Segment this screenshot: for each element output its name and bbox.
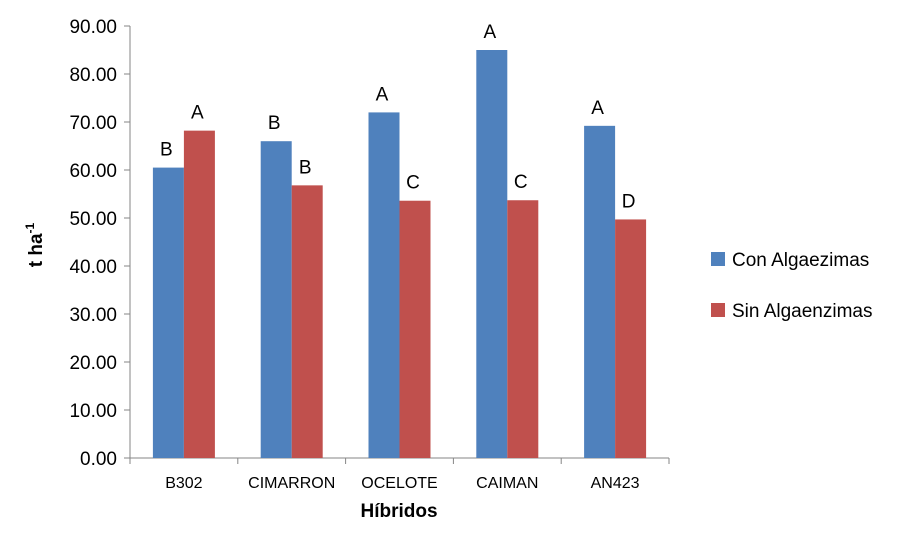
bar	[291, 185, 323, 459]
bar	[183, 130, 215, 458]
y-axis: 0.00 10.00 20.00 30.00 40.00 50.00 60.00 70.00 8…	[69, 17, 131, 470]
x-tick-label: OCELOTE	[361, 475, 437, 492]
legend-swatch	[711, 252, 725, 266]
x-tick-label: AN423	[591, 475, 640, 492]
legend: Con Algaezimas Sin Algaenzimas	[711, 250, 872, 322]
bar	[260, 141, 292, 458]
x-tick-label: B302	[165, 475, 202, 492]
y-tick-label: 30.00	[69, 305, 117, 326]
legend-label: Con Algaezimas	[732, 250, 869, 271]
legend-swatch	[711, 303, 725, 317]
bar	[507, 200, 539, 459]
bars	[152, 50, 647, 459]
bar	[368, 112, 400, 459]
y-tick-label: 70.00	[69, 113, 117, 134]
bar-significance-label: A	[191, 103, 204, 124]
bar	[152, 167, 184, 458]
bar-significance-label: A	[483, 22, 496, 43]
x-tick-label: CAIMAN	[476, 475, 538, 492]
bar-significance-label: B	[268, 113, 281, 134]
y-axis-title-superscript: -1	[23, 222, 37, 233]
bar-significance-label: A	[376, 84, 389, 105]
y-tick-label: 90.00	[69, 17, 117, 38]
bar-significance-label: A	[591, 98, 604, 119]
y-axis-title: t ha-1	[23, 222, 47, 267]
y-tick-label: 80.00	[69, 65, 117, 86]
y-tick-label: 60.00	[69, 161, 117, 182]
x-axis: B302 CIMARRON OCELOTE CAIMAN AN423	[129, 457, 670, 492]
legend-label: Sin Algaenzimas	[732, 301, 872, 322]
x-tick-label: CIMARRON	[248, 475, 335, 492]
x-axis-title: Híbridos	[360, 501, 437, 522]
bar	[615, 219, 647, 458]
bar-significance-label: B	[160, 140, 173, 161]
y-tick-label: 40.00	[69, 257, 117, 278]
y-tick-label: 0.00	[80, 449, 117, 470]
bar-significance-label: C	[514, 172, 528, 193]
bar	[584, 125, 616, 458]
y-tick-label: 50.00	[69, 209, 117, 230]
bar-significance-label: B	[299, 157, 312, 178]
bar-significance-label: D	[622, 191, 636, 212]
y-tick-label: 20.00	[69, 353, 117, 374]
y-axis-title-main: t ha	[26, 233, 47, 267]
bar	[399, 200, 431, 458]
bar	[476, 50, 508, 458]
svg-text:t ha-1: t ha-1	[23, 222, 47, 267]
y-tick-label: 10.00	[69, 401, 117, 422]
bar-significance-label: C	[406, 173, 420, 194]
